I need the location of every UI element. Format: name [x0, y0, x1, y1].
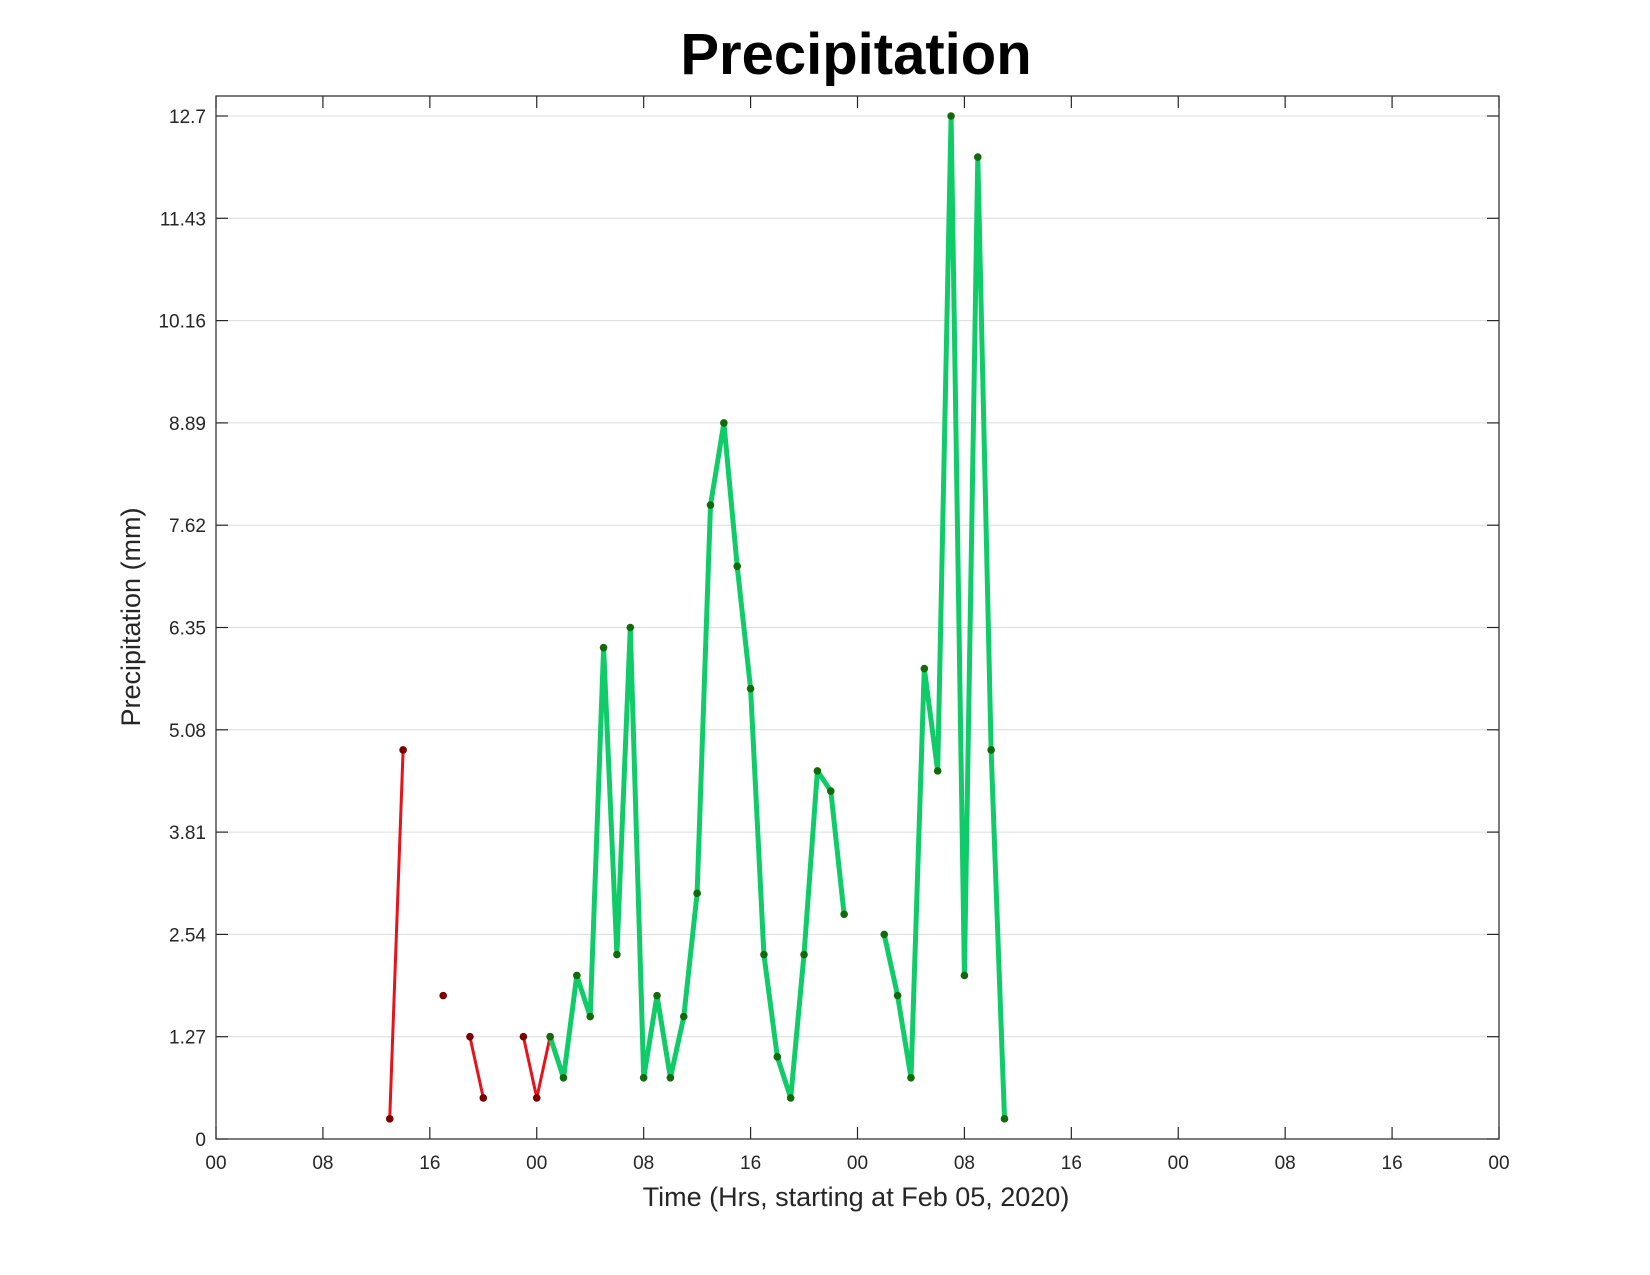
- series-2-point: [733, 562, 742, 571]
- series-2-point: [546, 1032, 554, 1041]
- x-tick-label: 16: [740, 1153, 761, 1174]
- y-tick-label: 3.81: [169, 823, 206, 844]
- series-2-point: [987, 746, 995, 754]
- x-tick-label: 00: [205, 1153, 226, 1174]
- series-2-point: [679, 1012, 688, 1021]
- series-2-point: [559, 1073, 568, 1082]
- series-2-point: [933, 767, 942, 775]
- series-1-point: [385, 1115, 394, 1123]
- series-2-point: [693, 889, 701, 898]
- x-axis-label: Time (Hrs, starting at Feb 05, 2020): [643, 1182, 1070, 1212]
- series-2-point: [920, 664, 929, 673]
- series-2-point: [960, 971, 969, 980]
- series-1-point: [519, 1032, 528, 1041]
- x-tick-label: 00: [1488, 1153, 1509, 1174]
- x-tick-label: 08: [1275, 1153, 1296, 1174]
- y-tick-label: 2.54: [169, 925, 206, 946]
- y-tick-label: 0: [195, 1130, 206, 1151]
- series-2-point: [586, 1012, 595, 1021]
- x-tick-label: 08: [954, 1153, 975, 1174]
- y-tick-label: 8.89: [169, 414, 206, 435]
- chart-title: Precipitation: [680, 22, 1031, 87]
- series-2-point: [573, 971, 581, 980]
- x-tick-label: 08: [312, 1153, 333, 1174]
- series-2-point: [706, 501, 715, 509]
- series-2-point: [599, 643, 608, 652]
- y-tick-label: 6.35: [169, 619, 206, 640]
- series-2-point: [639, 1073, 648, 1082]
- series-1-point: [399, 746, 407, 754]
- series-2-point: [773, 1053, 782, 1061]
- series-2-point: [720, 419, 728, 427]
- series-2-point: [893, 991, 902, 1000]
- series-1-line: [468, 1035, 485, 1100]
- y-tick-label: 12.7: [169, 107, 206, 128]
- x-tick-label: 16: [1061, 1153, 1082, 1174]
- series-2-point: [880, 930, 889, 939]
- y-tick-label: 10.16: [158, 312, 206, 333]
- x-tick-label: 16: [419, 1153, 440, 1174]
- axis-ticks: [215, 96, 1500, 1140]
- series-2-point: [613, 950, 621, 959]
- x-tick-label: 00: [1168, 1153, 1189, 1174]
- x-tick-label: 08: [633, 1153, 654, 1174]
- series-1-point: [466, 1032, 474, 1041]
- series-2-point: [1000, 1115, 1009, 1123]
- y-axis-label: Precipitation (mm): [116, 507, 146, 726]
- series-2-line: [547, 420, 847, 1101]
- series-2-point: [760, 950, 768, 959]
- y-tick-label: 5.08: [169, 721, 206, 742]
- grid-lines: [216, 115, 1499, 1038]
- series-2-point: [947, 112, 955, 120]
- x-tick-labels: 00 08 16 00 08 16 00 08 16 00 08 16 00: [205, 1153, 1509, 1174]
- series-2-point: [746, 684, 755, 693]
- series-2-point: [666, 1073, 675, 1082]
- series-2-point: [786, 1094, 795, 1102]
- x-tick-label: 16: [1382, 1153, 1403, 1174]
- y-tick-label: 11.43: [160, 209, 206, 230]
- series-2-line: [881, 113, 1007, 1122]
- series-1-line: [521, 1035, 552, 1100]
- series-2-point: [907, 1073, 915, 1082]
- series-2-point: [973, 153, 982, 161]
- series-2-point: [826, 787, 835, 795]
- y-tick-labels: 0 1.27 2.54 3.81 5.08 6.35 7.62 8.89 10.16 11.43 1…: [158, 107, 206, 1151]
- plot-frame: [215, 95, 1500, 1140]
- y-tick-label: 1.27: [169, 1028, 206, 1049]
- series-1-line: [388, 748, 405, 1121]
- series-lines: [385, 112, 1009, 1123]
- series-2-point: [813, 767, 822, 775]
- series-1-point: [439, 991, 447, 1000]
- y-tick-label: 7.62: [169, 516, 206, 537]
- series-2-point: [653, 991, 661, 1000]
- series-1-point: [479, 1094, 488, 1102]
- series-1-point: [532, 1094, 541, 1102]
- series-2-point: [800, 950, 808, 959]
- x-tick-label: 00: [847, 1153, 868, 1174]
- series-2-point: [840, 910, 848, 919]
- x-tick-label: 00: [526, 1153, 547, 1174]
- series-2-point: [626, 623, 635, 632]
